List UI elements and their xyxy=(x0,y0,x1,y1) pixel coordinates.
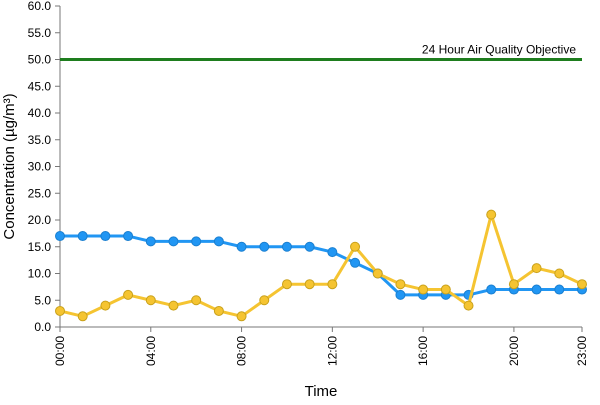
data-point xyxy=(236,241,247,252)
x-tick-label: 12:00 xyxy=(325,336,339,366)
y-tick-group: 0.0 5.0 10.0 15.0 20.0 25.0 30.0 35.0 40.0 45.0 50… xyxy=(28,0,60,334)
data-point xyxy=(236,311,247,322)
y-axis-title: Concentration (µg/m³) xyxy=(1,93,18,239)
y-tick-label: 40.0 xyxy=(28,106,52,120)
data-point xyxy=(486,284,497,295)
data-point xyxy=(395,279,406,290)
data-point xyxy=(55,231,65,242)
y-tick-label: 45.0 xyxy=(28,79,52,93)
y-tick-label: 5.0 xyxy=(34,293,51,307)
series-group xyxy=(55,209,587,322)
data-point xyxy=(577,279,587,290)
data-point xyxy=(123,231,134,242)
y-tick-label: 50.0 xyxy=(28,53,52,67)
data-point xyxy=(440,284,451,295)
data-point xyxy=(259,295,270,306)
data-point xyxy=(123,289,134,300)
x-tick-label: 04:00 xyxy=(144,336,158,366)
x-tick-label: 20:00 xyxy=(507,336,521,366)
data-point xyxy=(350,241,361,252)
y-tick-label: 0.0 xyxy=(34,320,51,334)
data-point xyxy=(531,284,542,295)
data-point xyxy=(100,300,111,311)
data-point xyxy=(350,257,361,268)
data-point xyxy=(259,241,270,252)
data-point xyxy=(304,279,315,290)
y-tick-label: 55.0 xyxy=(28,26,52,40)
y-tick-label: 25.0 xyxy=(28,186,52,200)
data-point xyxy=(327,279,338,290)
data-point xyxy=(191,236,202,247)
data-point xyxy=(554,268,565,279)
series-2 xyxy=(55,209,587,322)
data-point xyxy=(77,231,88,242)
data-point xyxy=(304,241,315,252)
data-point xyxy=(327,247,338,258)
data-point xyxy=(418,284,429,295)
reference-line-group: 24 Hour Air Quality Objective xyxy=(60,43,582,61)
data-point xyxy=(486,209,497,220)
data-point xyxy=(213,305,224,316)
data-point xyxy=(395,289,406,300)
data-point xyxy=(145,236,156,247)
y-tick-label: 35.0 xyxy=(28,133,52,147)
series-line xyxy=(60,234,582,297)
data-point xyxy=(281,279,292,290)
x-tick-label: 23:00 xyxy=(575,336,589,366)
data-point xyxy=(281,241,292,252)
x-tick-label: 16:00 xyxy=(416,336,430,366)
data-point xyxy=(554,284,565,295)
data-point xyxy=(213,236,224,247)
data-point xyxy=(100,231,111,242)
y-tick-label: 20.0 xyxy=(28,213,52,227)
y-tick-label: 60.0 xyxy=(28,0,52,13)
y-tick-label: 10.0 xyxy=(28,267,52,281)
data-point xyxy=(168,236,179,247)
x-axis-title: Time xyxy=(305,383,338,400)
x-tick-label: 08:00 xyxy=(235,336,249,366)
data-point xyxy=(372,268,383,279)
series-line xyxy=(59,213,583,318)
data-point xyxy=(191,295,202,306)
reference-line-label: 24 Hour Air Quality Objective xyxy=(422,43,576,57)
y-tick-label: 15.0 xyxy=(28,240,52,254)
x-tick-group: 00:00 04:00 08:00 12:00 16:00 20:00 23:00 xyxy=(53,327,589,366)
data-point xyxy=(55,305,65,316)
y-tick-label: 30.0 xyxy=(28,160,52,174)
data-point xyxy=(508,279,519,290)
data-point xyxy=(168,300,179,311)
data-point xyxy=(77,311,88,322)
data-point xyxy=(463,300,474,311)
x-tick-label: 00:00 xyxy=(53,336,67,366)
data-point xyxy=(145,295,156,306)
data-point xyxy=(531,263,542,274)
